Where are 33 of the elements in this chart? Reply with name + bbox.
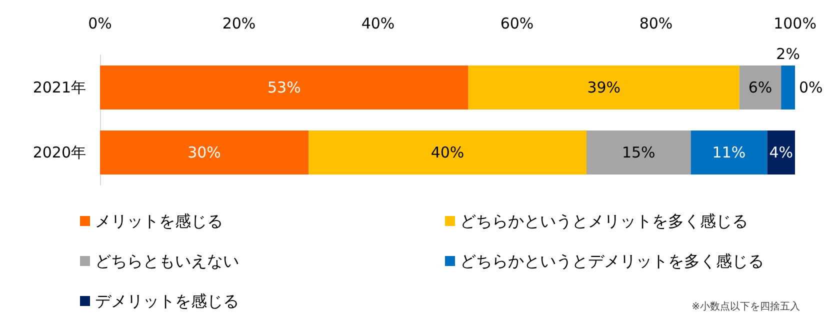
legend-label: どちらともいえない bbox=[95, 252, 239, 270]
data-label: 40% bbox=[430, 144, 464, 162]
data-label: 2% bbox=[776, 45, 800, 63]
data-label: 53% bbox=[268, 78, 301, 96]
bar bbox=[690, 130, 768, 174]
x-tick-label: 40% bbox=[361, 14, 395, 32]
x-tick-label: 100% bbox=[774, 14, 816, 32]
data-label: 4% bbox=[769, 144, 793, 162]
y-tick-label: 2020年 bbox=[32, 144, 86, 162]
x-tick-label: 80% bbox=[639, 14, 673, 32]
bar bbox=[468, 66, 740, 110]
data-label: 30% bbox=[188, 144, 221, 162]
legend-label: メリットを感じる bbox=[95, 212, 223, 230]
bar bbox=[100, 130, 308, 174]
bar bbox=[100, 66, 468, 110]
bar bbox=[308, 130, 586, 174]
legend-label: どちらかというとデメリットを多く感じる bbox=[460, 252, 764, 270]
bar bbox=[781, 66, 795, 110]
data-label: 6% bbox=[748, 78, 772, 96]
data-label: 0% bbox=[799, 78, 823, 96]
bar bbox=[767, 130, 795, 174]
data-label: 11% bbox=[712, 144, 746, 162]
x-tick-label: 20% bbox=[222, 14, 256, 32]
text: ※小数点以下を四捨五入 bbox=[692, 300, 800, 312]
bar bbox=[739, 66, 782, 110]
y-tick-label: 2021年 bbox=[32, 78, 86, 96]
legend-label: どちらかというとメリットを多く感じる bbox=[460, 212, 748, 230]
bar bbox=[586, 130, 691, 174]
legend-label: デメリットを感じる bbox=[95, 292, 239, 310]
data-label: 15% bbox=[622, 144, 656, 162]
x-tick-label: 0% bbox=[88, 14, 112, 32]
x-tick-label: 60% bbox=[500, 14, 534, 32]
data-label: 39% bbox=[587, 78, 621, 96]
